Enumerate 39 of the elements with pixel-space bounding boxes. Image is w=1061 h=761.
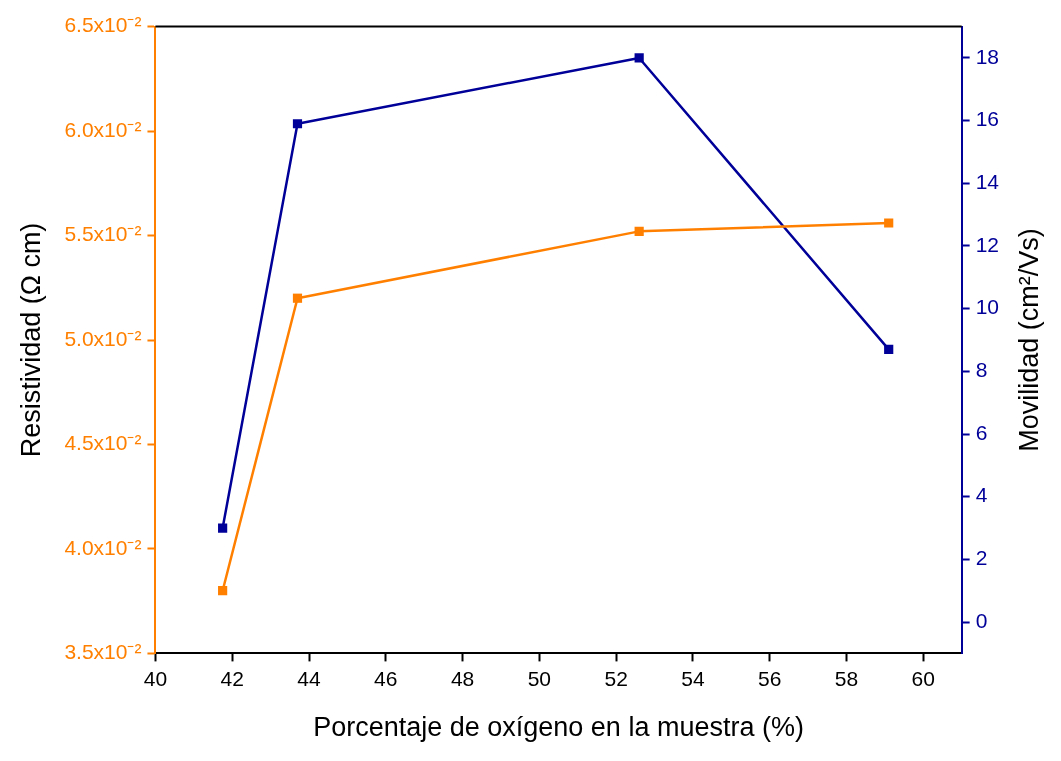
x-tick-label: 60 [911,666,935,690]
x-tick-label: 48 [450,666,475,690]
x-tick-label: 46 [374,666,398,690]
y2-tick-label: 12 [975,232,999,256]
y2-tick-label: 6 [975,420,988,444]
y-tick-label: 6.0x10⁻² [64,117,142,141]
y-tick-label: 4.0x10⁻² [64,535,142,559]
y2-tick-label: 8 [975,358,988,382]
y2-tick-label: 4 [975,483,988,507]
point [218,586,228,596]
y2-tick-label: 18 [975,44,999,68]
y2-tick-label: 10 [975,295,999,319]
x-axis-title: Porcentaje de oxígeno en la muestra (%) [313,712,804,743]
point [292,293,303,303]
y-tick-label: 4.5x10⁻² [64,431,142,455]
y-tick-label: 5.0x10⁻² [64,326,142,350]
point [634,226,644,236]
x-tick-label: 44 [297,666,322,690]
point [218,523,228,533]
y-axis-title: Resistividad (Ω cm) [15,222,46,458]
y-tick-label: 5.5x10⁻² [64,222,142,246]
point [884,218,894,228]
y2-tick-label: 2 [975,546,988,570]
x-tick-label: 52 [604,666,628,690]
point [634,53,644,63]
y-tick-label: 3.5x10⁻² [64,640,142,664]
y2-tick-label: 14 [975,170,1000,194]
y2-axis-title: Movilidad (cm²/Vs) [1014,228,1045,452]
x-tick-label: 56 [758,666,782,690]
y-tick-label: 6.5x10⁻² [64,13,142,37]
point [884,344,894,354]
x-tick-label: 50 [527,666,552,690]
x-tick-label: 54 [681,666,705,690]
x-tick-label: 42 [220,666,244,690]
point [292,119,303,129]
y2-tick-label: 16 [975,107,999,131]
y2-tick-label: 0 [975,608,988,632]
x-tick-label: 58 [834,666,859,690]
x-tick-label: 40 [143,666,168,690]
